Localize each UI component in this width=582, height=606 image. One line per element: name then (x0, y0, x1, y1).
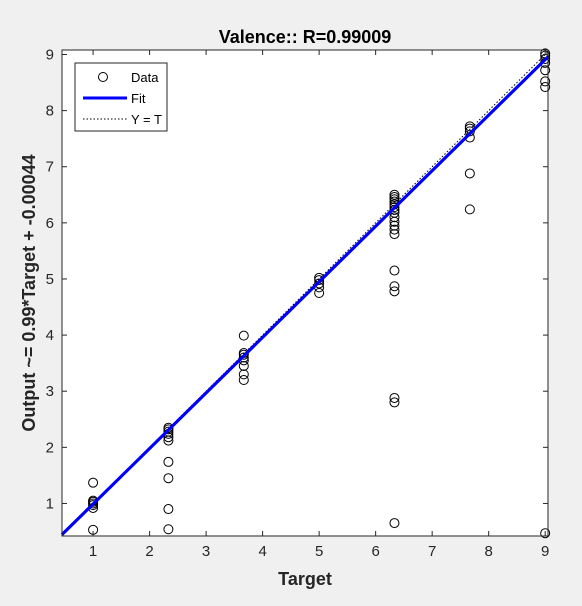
x-tick-label: 6 (371, 543, 379, 560)
y-tick-label: 6 (46, 215, 54, 232)
legend-label: Fit (131, 91, 146, 106)
y-tick-label: 3 (46, 383, 54, 400)
y-axis-label: Output ~= 0.99*Target + -0.00044 (19, 154, 39, 431)
x-tick-label: 3 (202, 543, 210, 560)
y-tick-label: 2 (46, 439, 54, 456)
x-tick-label: 7 (428, 543, 436, 560)
x-tick-label: 5 (315, 543, 323, 560)
chart-title: Valence:: R=0.99009 (219, 27, 392, 47)
x-tick-label: 2 (145, 543, 153, 560)
x-tick-label: 9 (541, 543, 549, 560)
x-tick-label: 1 (89, 543, 97, 560)
y-tick-label: 4 (46, 327, 54, 344)
y-tick-label: 5 (46, 271, 54, 288)
legend-label: Y = T (131, 112, 162, 127)
y-tick-label: 1 (46, 495, 54, 512)
legend: Data Fit Y = T (75, 63, 167, 131)
y-tick-label: 8 (46, 103, 54, 120)
legend-label: Data (131, 70, 159, 85)
y-tick-label: 7 (46, 159, 54, 176)
x-axis-label: Target (278, 569, 332, 589)
x-tick-label: 8 (484, 543, 492, 560)
y-tick-label: 9 (46, 46, 54, 63)
x-tick-label: 4 (258, 543, 266, 560)
